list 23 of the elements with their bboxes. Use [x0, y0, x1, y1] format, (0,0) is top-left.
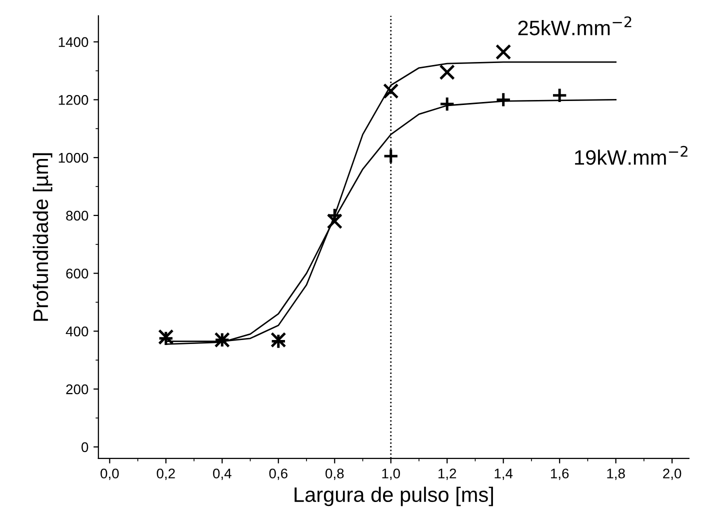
x-tick-label: 0,2 [156, 468, 175, 480]
y-tick-label: 600 [66, 268, 88, 278]
y-tick-label: 400 [66, 326, 88, 336]
y-tick-label: 200 [66, 384, 88, 394]
x-tick-label: 1,0 [382, 468, 400, 480]
y-axis-title: Profundidade [µm] [32, 153, 52, 321]
x-tick-label: 0,0 [100, 468, 119, 480]
y-tick-label: 1200 [58, 95, 88, 105]
text: 19kW.mm$^{−2}$ [575, 146, 688, 165]
x-tick-label: 0,4 [213, 468, 232, 480]
x-tick-label: 2,0 [663, 468, 682, 480]
x-tick-label: 1,8 [607, 468, 625, 480]
x-tick-label: 0,6 [269, 468, 288, 480]
x-tick-label: 0,8 [326, 468, 344, 480]
y-tick-label: 1400 [58, 37, 88, 48]
x-tick-label: 1,4 [494, 468, 513, 480]
x-axis-title: Largura de pulso [ms] [294, 486, 493, 506]
series-label: 25kW.mm$^{−2}$ [518, 16, 632, 36]
x-tick-label: 1,2 [438, 468, 456, 480]
x-tick-label: 1,6 [550, 468, 569, 480]
y-tick-label: 800 [66, 210, 88, 221]
y-tick-label: 1000 [58, 152, 88, 163]
y-tick-label: 0 [82, 442, 88, 452]
